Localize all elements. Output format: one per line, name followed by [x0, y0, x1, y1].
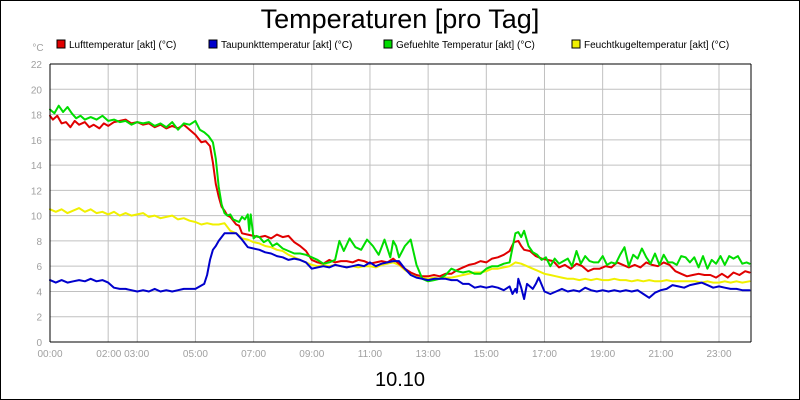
legend-label: Feuchtkugeltemperatur [akt] (°C) — [584, 40, 729, 51]
x-tick-label: 02:00 03:00 — [96, 349, 149, 360]
series-line-2 — [49, 104, 751, 283]
y-tick-label: 12 — [31, 186, 43, 197]
legend-swatch — [56, 39, 66, 49]
x-tick-label: 11:00 — [358, 349, 383, 360]
y-tick-label: 2 — [36, 313, 42, 324]
axes: 0 2 4 6 8 10 12 14 16 18 20 22 00:00 02:00 03:00 05:00… — [31, 60, 752, 360]
legend-label: Taupunkttemperatur [akt] (°C) — [221, 40, 352, 51]
legend-label: Lufttemperatur [akt] (°C) — [69, 40, 176, 51]
legend-swatch — [571, 39, 581, 49]
x-tick-label: 09:00 — [299, 349, 324, 360]
x-tick-label: 15:00 — [474, 349, 499, 360]
y-tick-label: 16 — [31, 136, 43, 147]
chart-title: Temperaturen [pro Tag] — [261, 4, 540, 34]
x-tick-label: 17:00 — [532, 349, 557, 360]
y-tick-label: 22 — [31, 60, 43, 71]
y-tick-label: 0 — [36, 338, 42, 349]
grid — [49, 63, 751, 343]
x-tick-label: 19:00 — [590, 349, 615, 360]
x-axis-label: 10.10 — [375, 369, 425, 391]
y-tick-label: 18 — [31, 111, 43, 122]
y-tick-label: 20 — [31, 85, 43, 96]
y-tick-label: 8 — [36, 237, 42, 248]
series-line-1 — [49, 232, 751, 300]
y-tick-label: 14 — [31, 161, 43, 172]
legend-swatch — [383, 39, 393, 49]
plot-background — [50, 64, 751, 342]
series-line-0 — [49, 114, 751, 279]
y-axis-unit: °C — [32, 43, 43, 54]
x-tick-label: 13:00 — [416, 349, 441, 360]
plot-area — [49, 104, 751, 300]
x-tick-label: 07:00 — [241, 349, 266, 360]
y-tick-label: 4 — [36, 287, 42, 298]
legend: Lufttemperatur [akt] (°C) Taupunkttempera… — [56, 39, 729, 51]
x-tick-label: 05:00 — [183, 349, 208, 360]
x-tick-label: 23:00 — [706, 349, 731, 360]
x-tick-label: 21:00 — [648, 349, 673, 360]
x-tick-label: 00:00 — [37, 349, 62, 360]
legend-label: Gefuehlte Temperatur [akt] (°C) — [396, 40, 535, 51]
y-tick-label: 6 — [36, 262, 42, 273]
y-tick-label: 10 — [31, 212, 43, 223]
legend-swatch — [208, 39, 218, 49]
